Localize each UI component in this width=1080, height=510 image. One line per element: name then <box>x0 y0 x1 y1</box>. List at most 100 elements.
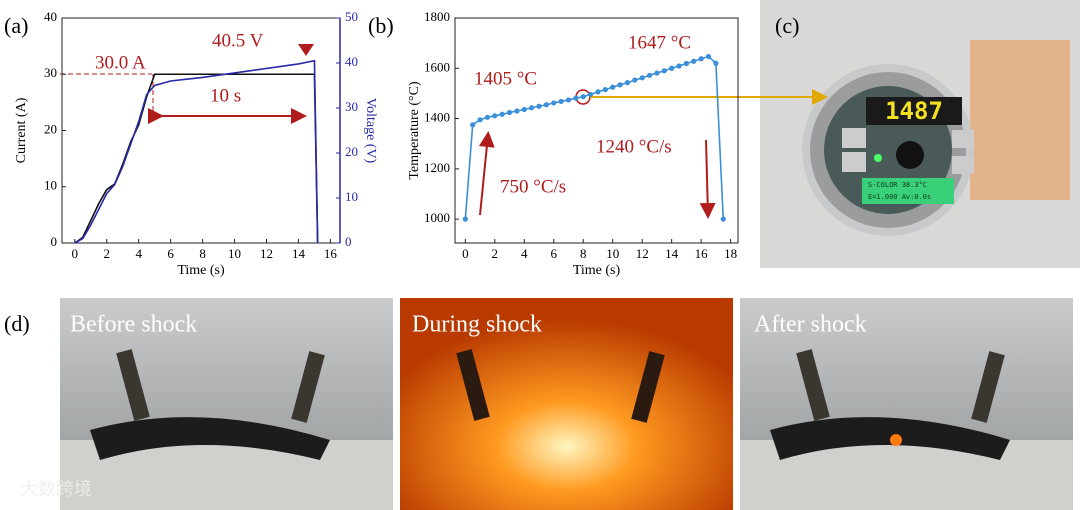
point <box>669 65 675 71</box>
annotation: 1405 °C <box>474 68 537 89</box>
rate-arrow <box>478 131 495 216</box>
x-tick-label: 18 <box>724 246 737 261</box>
y-tick-label: 1600 <box>424 59 450 74</box>
x-tick-label: 10 <box>228 246 241 261</box>
x-tick-label: 0 <box>72 246 79 261</box>
point <box>551 100 557 106</box>
x-tick-label: 6 <box>167 246 174 261</box>
rate-arrow <box>699 139 716 219</box>
x-tick-label: 4 <box>521 246 528 261</box>
panel-label: (d) <box>4 311 30 336</box>
x-tick-label: 16 <box>695 246 709 261</box>
point <box>713 60 719 66</box>
point <box>492 113 498 119</box>
panel-label: (b) <box>368 13 394 38</box>
display-reading: 1487 <box>885 97 943 125</box>
display-line: S-COLOR 38.3°C <box>868 181 927 189</box>
y2-tick-label: 20 <box>345 144 358 159</box>
annotation: 1647 °C <box>628 32 691 53</box>
watermark: 大数跨境 <box>20 479 92 500</box>
x-tick-label: 10 <box>606 246 619 261</box>
x-tick-label: 6 <box>551 246 558 261</box>
x-tick-label: 2 <box>103 246 110 261</box>
point <box>595 89 601 95</box>
point <box>573 95 579 101</box>
point <box>624 80 631 86</box>
point <box>477 117 483 123</box>
photo-caption: Before shock <box>70 312 197 338</box>
x-tick-label: 8 <box>199 246 206 261</box>
point <box>529 105 535 111</box>
y-tick-label: 1400 <box>424 110 450 125</box>
point <box>506 109 513 116</box>
y2-axis-label: Voltage (V) <box>363 98 378 164</box>
y-tick-label: 30 <box>44 65 57 80</box>
photo-before <box>60 298 393 510</box>
point <box>484 114 491 120</box>
x-axis-label: Time (s) <box>177 263 225 278</box>
point <box>521 106 527 113</box>
x-tick-label: 8 <box>580 246 587 261</box>
point <box>676 63 682 69</box>
point <box>462 216 468 222</box>
point <box>543 102 549 108</box>
y-axis-label: Current (A) <box>14 97 29 163</box>
photo-caption: During shock <box>412 312 542 338</box>
annotation: 1240 °C/s <box>596 136 672 157</box>
point <box>558 98 564 105</box>
y-tick-label: 0 <box>51 234 58 249</box>
y-tick-label: 10 <box>44 178 57 193</box>
point <box>720 216 726 222</box>
y2-tick-label: 30 <box>345 99 358 114</box>
y2-tick-label: 10 <box>345 189 358 204</box>
panel-label: (a) <box>4 13 28 38</box>
point <box>580 94 586 100</box>
point <box>705 53 712 60</box>
x-tick-label: 4 <box>135 246 142 261</box>
x-tick-label: 2 <box>492 246 499 261</box>
peak-marker <box>298 44 314 56</box>
point <box>646 72 653 78</box>
photo-pyrometer: 1487 S-COLOR 38.3°C E=1.000 Av:0.0s <box>760 0 1080 268</box>
point <box>661 68 667 74</box>
annotation: 40.5 V <box>212 30 264 51</box>
photo-caption: After shock <box>754 312 867 338</box>
point <box>639 75 645 81</box>
y-tick-label: 40 <box>44 9 57 24</box>
annotation: 10 s <box>210 85 241 106</box>
y-tick-label: 1200 <box>424 160 450 175</box>
y-axis-label: Temperature (°C) <box>407 81 422 180</box>
point <box>588 91 594 98</box>
display-line: E=1.000 Av:0.0s <box>868 193 931 201</box>
point <box>565 97 572 103</box>
point <box>610 84 616 90</box>
point <box>654 70 660 76</box>
photo-during <box>400 298 733 510</box>
point <box>514 108 520 114</box>
annotation: 750 °C/s <box>500 176 566 197</box>
point <box>499 111 505 117</box>
point <box>691 58 697 64</box>
y2-tick-label: 40 <box>345 54 358 69</box>
plot-frame <box>454 17 739 244</box>
point <box>617 82 623 88</box>
x-tick-label: 14 <box>665 246 679 261</box>
y2-tick-label: 0 <box>345 234 352 249</box>
x-tick-label: 12 <box>636 246 649 261</box>
x-tick-label: 0 <box>462 246 469 261</box>
point <box>470 122 476 128</box>
photo-after <box>740 298 1073 510</box>
y-tick-label: 20 <box>44 121 57 136</box>
annotation: 30.0 A <box>95 52 146 73</box>
point <box>698 56 704 62</box>
y-tick-label: 1800 <box>424 9 450 24</box>
x-tick-label: 12 <box>260 246 273 261</box>
x-axis-label: Time (s) <box>573 263 621 278</box>
point <box>632 77 638 83</box>
x-tick-label: 16 <box>324 246 338 261</box>
y-tick-label: 1000 <box>424 210 450 225</box>
point <box>683 60 690 67</box>
panel-label: (c) <box>775 13 799 38</box>
y2-tick-label: 50 <box>345 9 358 24</box>
